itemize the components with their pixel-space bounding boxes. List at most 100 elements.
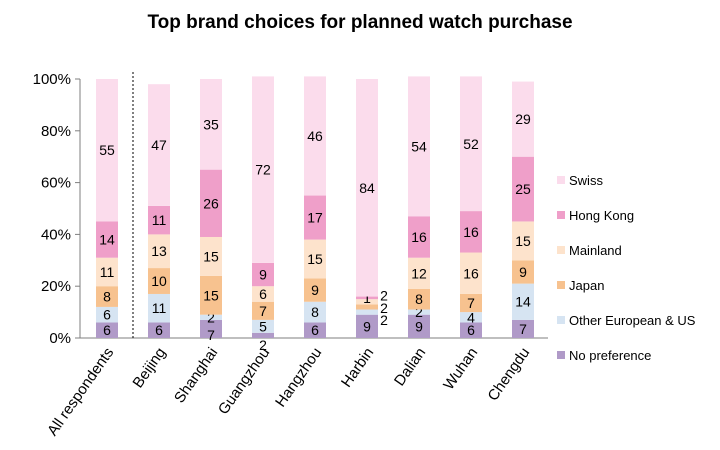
bar-segment [408, 216, 430, 258]
x-tick-label: Hangzhou [272, 345, 325, 411]
bar-segment [408, 314, 430, 338]
data-label: 26 [203, 195, 219, 211]
bar-segment [460, 322, 482, 338]
data-label: 8 [311, 304, 319, 320]
bar-segment [252, 76, 274, 263]
bar-segment [96, 286, 118, 307]
legend-swatch [557, 316, 565, 324]
legend-swatch [557, 246, 565, 254]
bar-segment [304, 239, 326, 279]
data-label: 7 [467, 295, 475, 311]
y-tick-label: 40% [41, 226, 71, 243]
data-label: 13 [151, 243, 167, 259]
bar-segment [356, 296, 378, 300]
data-label: 2 [380, 288, 388, 304]
data-label: 9 [415, 318, 423, 334]
data-label: 29 [515, 111, 531, 127]
legend-label: No preference [569, 348, 651, 363]
bar-segment [460, 293, 482, 313]
bar-segment [148, 322, 170, 338]
y-tick-label: 0% [49, 330, 71, 347]
data-label: 1 [363, 290, 371, 306]
data-label: 15 [203, 287, 219, 303]
x-tick-label: Beijing [130, 345, 170, 392]
legend-swatch [557, 351, 565, 359]
bar-segment [512, 156, 534, 222]
data-label: 35 [203, 116, 219, 132]
bar-segment [200, 79, 222, 170]
chart-title: Top brand choices for planned watch purc… [147, 12, 573, 33]
data-label: 47 [151, 137, 167, 153]
bar-segment [252, 301, 274, 320]
data-label: 2 [415, 304, 423, 320]
data-label: 6 [103, 307, 111, 323]
data-label: 15 [515, 233, 531, 249]
data-label: 25 [515, 181, 531, 197]
bar-segment [200, 314, 222, 320]
bar-segment [96, 257, 118, 287]
data-label: 11 [100, 264, 115, 280]
data-label: 11 [152, 212, 167, 228]
bar-segment [512, 319, 534, 338]
data-label: 2 [259, 337, 267, 353]
bar-segment [148, 205, 170, 235]
bar-segment [460, 252, 482, 294]
bar-segment [96, 79, 118, 222]
bar-segment [252, 286, 274, 302]
data-label: 9 [363, 318, 371, 334]
data-label: 6 [103, 322, 111, 338]
data-label: 6 [259, 286, 267, 302]
data-label: 10 [151, 273, 167, 289]
data-label: 16 [411, 229, 427, 245]
data-label: 11 [152, 300, 167, 316]
data-label: 14 [99, 232, 115, 248]
data-label: 15 [203, 248, 219, 264]
data-label: 2 [380, 300, 388, 316]
legend-label: Other European & US [569, 313, 696, 328]
data-label: 7 [519, 321, 527, 337]
bar-segment [200, 169, 222, 237]
bar-segment [408, 257, 430, 289]
bar-segment [148, 268, 170, 294]
legend-label: Swiss [569, 173, 603, 188]
legend-label: Mainland [569, 243, 622, 258]
bar-segment [148, 234, 170, 269]
data-label: 55 [99, 142, 115, 158]
data-label: 6 [467, 322, 475, 338]
bar-segment [512, 283, 534, 320]
data-label: 17 [307, 210, 323, 226]
data-label: 14 [515, 294, 531, 310]
bar-segment [356, 79, 378, 297]
bar-segment [408, 288, 430, 310]
bar-segment [96, 322, 118, 338]
x-tick-label: Harbin [338, 345, 377, 391]
data-label: 12 [411, 265, 427, 281]
data-label: 84 [359, 180, 375, 196]
data-label: 52 [463, 136, 479, 152]
bar-segment [356, 299, 378, 305]
data-label: 5 [259, 318, 267, 334]
bar-segment [200, 275, 222, 315]
bar-segment [252, 332, 274, 338]
bar-segment [252, 262, 274, 287]
legend-label: Hong Kong [569, 208, 634, 223]
data-label: 4 [467, 309, 475, 325]
bar-segment [304, 195, 326, 240]
bar-segment [96, 221, 118, 258]
x-tick-label: Wuhan [440, 345, 481, 393]
bar-segment [512, 221, 534, 261]
legend-swatch [557, 281, 565, 289]
data-label: 9 [311, 282, 319, 298]
bar-segment [148, 293, 170, 323]
legend-label: Japan [569, 278, 604, 293]
bar-segment [356, 304, 378, 310]
bar-segment [304, 301, 326, 323]
data-label: 9 [519, 264, 527, 280]
data-label: 6 [311, 322, 319, 338]
bar-segment [460, 312, 482, 323]
bar-segment [200, 319, 222, 338]
bar-segment [460, 211, 482, 253]
data-label: 8 [415, 291, 423, 307]
